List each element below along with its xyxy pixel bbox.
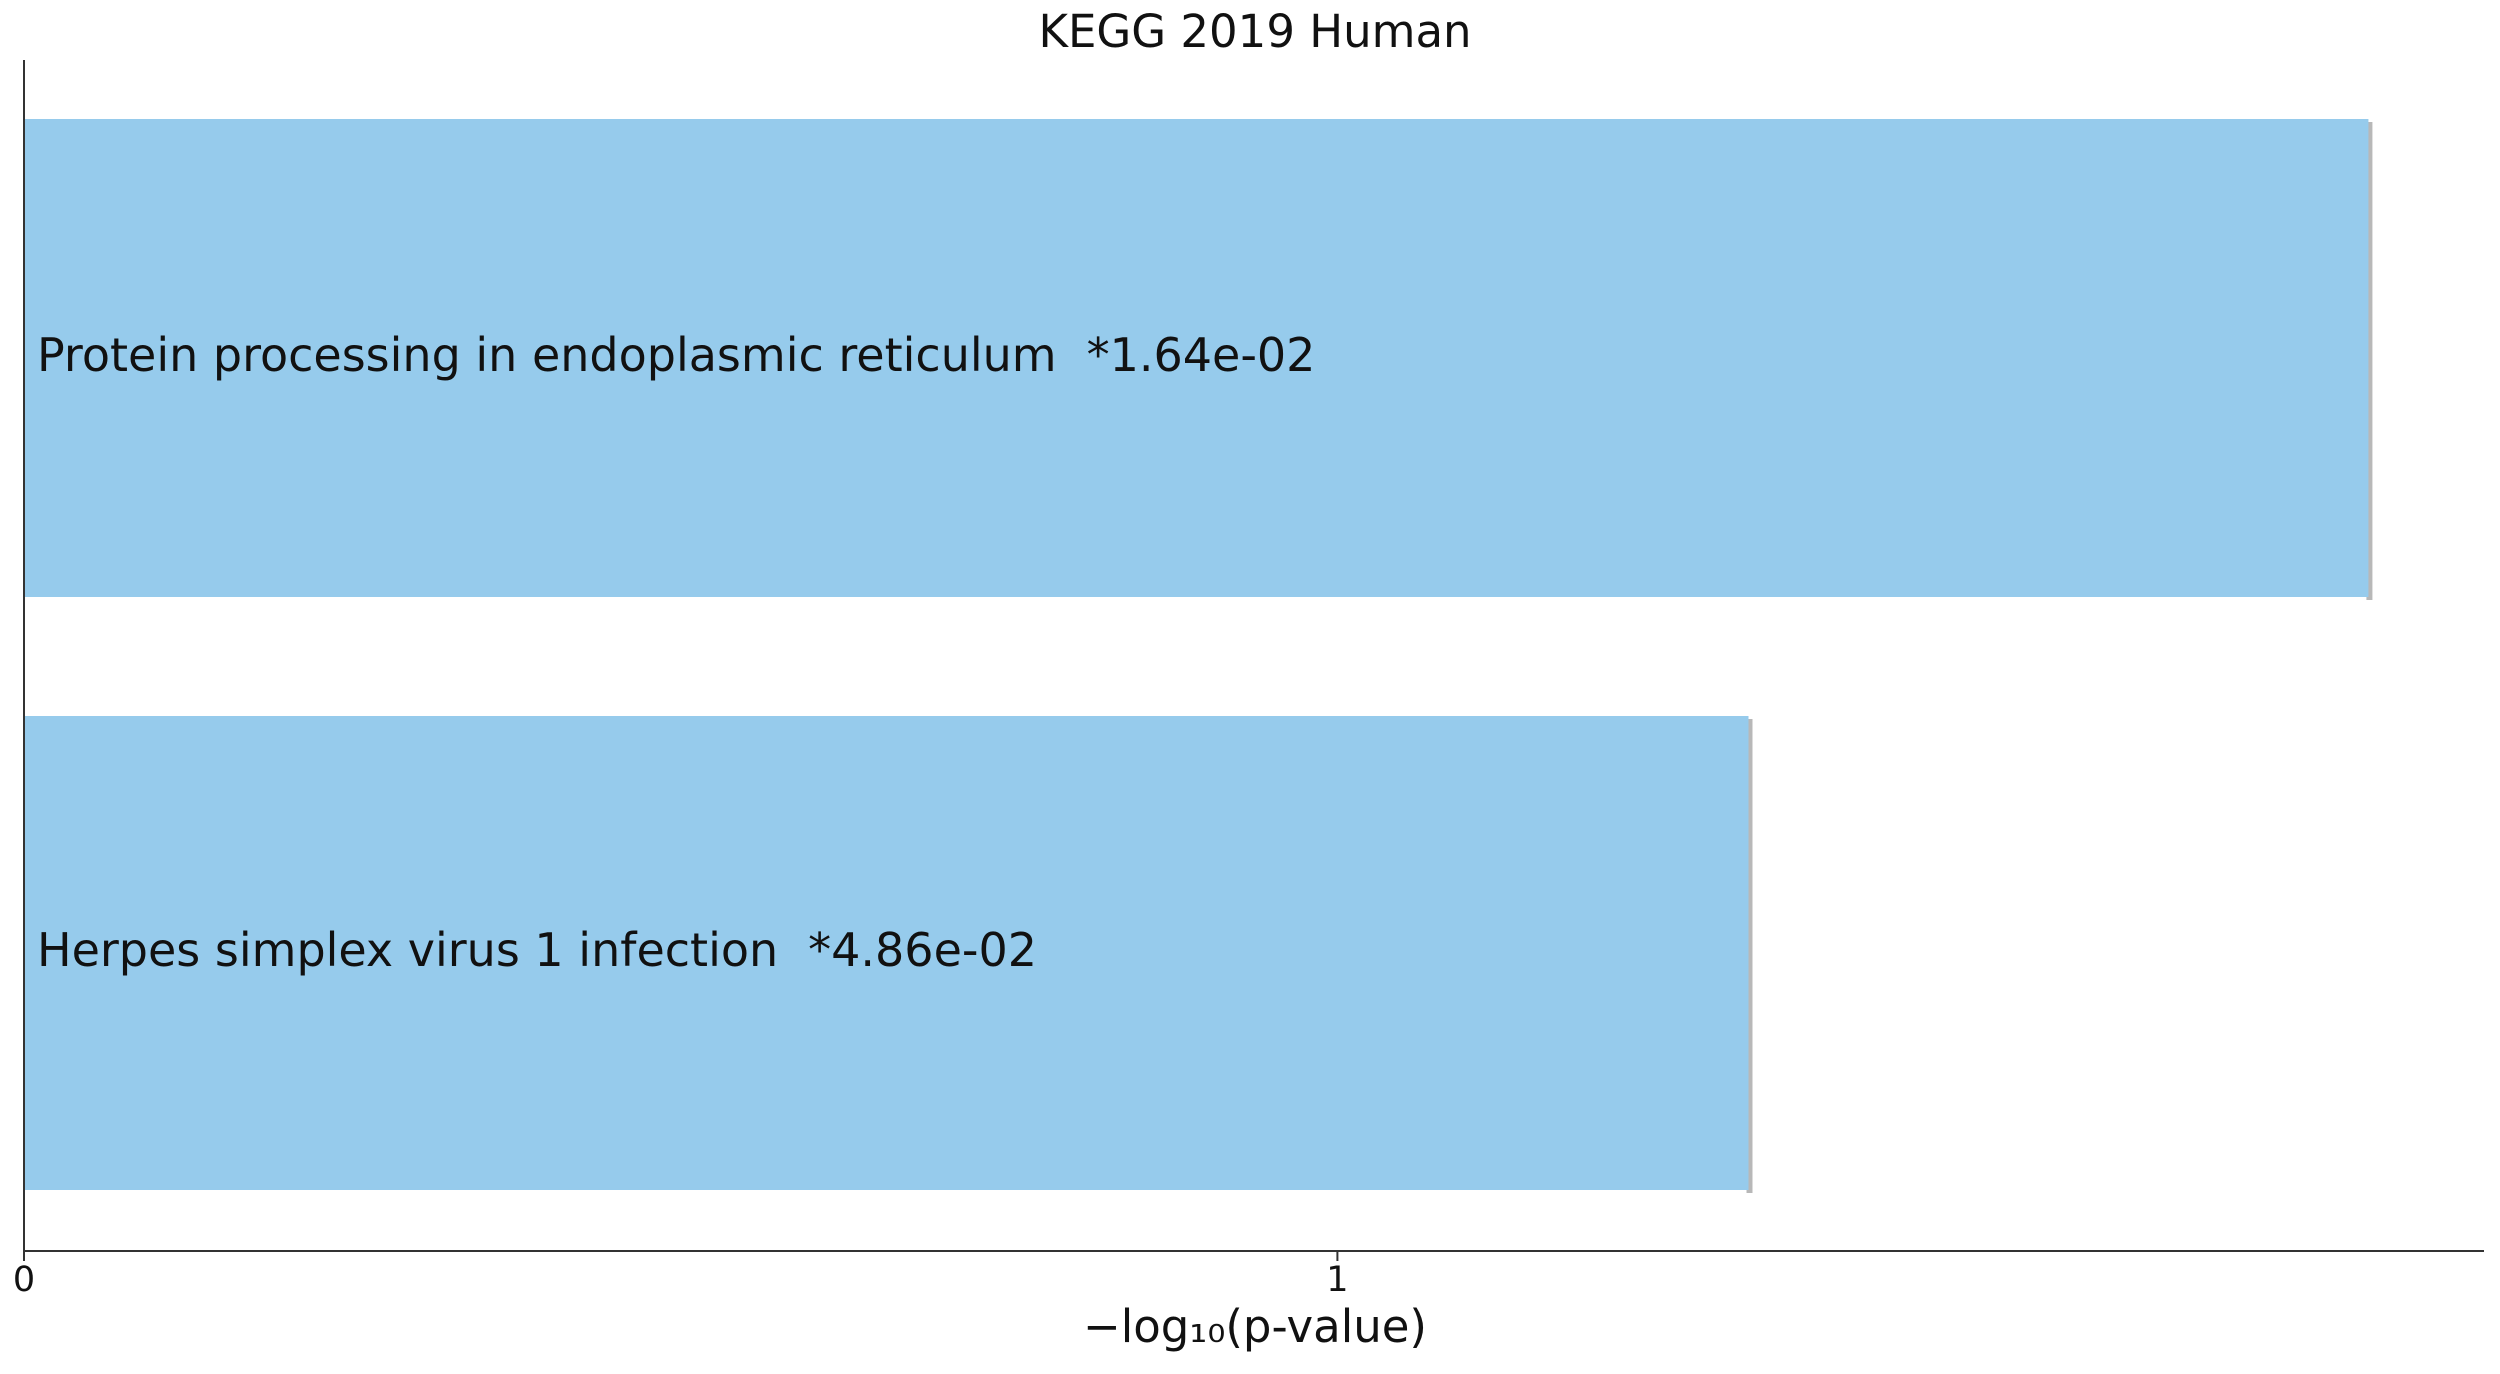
x-tick-label: 0 bbox=[13, 1260, 35, 1300]
x-axis-label: −log₁₀(p-value) bbox=[1083, 1300, 1427, 1353]
bar-shadow bbox=[2366, 122, 2373, 600]
chart-title: KEGG 2019 Human bbox=[1038, 5, 1471, 58]
bar-shadow bbox=[1746, 719, 1753, 1193]
bar-label: Protein processing in endoplasmic reticu… bbox=[37, 328, 1315, 382]
category-label: Protein processing in endoplasmic reticu… bbox=[37, 328, 1057, 382]
bar bbox=[24, 119, 2369, 597]
bar bbox=[24, 716, 1749, 1190]
p-value-label: *4.86e-02 bbox=[808, 923, 1037, 977]
x-tick-label: 1 bbox=[1326, 1260, 1348, 1300]
p-value-label: *1.64e-02 bbox=[1087, 328, 1316, 382]
category-label: Herpes simplex virus 1 infection bbox=[37, 923, 778, 977]
bar-label: Herpes simplex virus 1 infection *4.86e-0… bbox=[37, 923, 1037, 977]
